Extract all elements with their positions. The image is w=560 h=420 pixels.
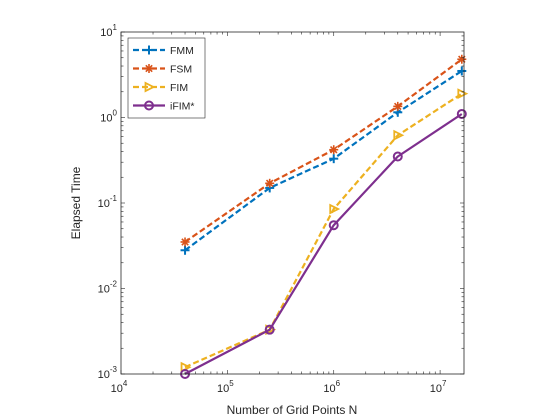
x-axis-label: Number of Grid Points N <box>227 403 358 417</box>
series-fsm <box>180 54 467 247</box>
legend-label: FSM <box>170 64 192 76</box>
x-tick-label: 105 <box>217 379 234 395</box>
data-point <box>456 108 467 119</box>
legend: FMM FSM FIM iFIM* <box>127 37 206 119</box>
data-point <box>180 237 190 247</box>
y-axis-label: Elapsed Time <box>69 166 83 239</box>
legend-label: iFIM* <box>170 101 195 113</box>
data-point <box>457 66 467 76</box>
legend-label: FMM <box>170 45 194 57</box>
data-point <box>393 101 403 111</box>
y-tick-labels: 10-3 10-2 10-1 100 101 <box>98 23 118 381</box>
legend-item: FMM <box>133 45 194 57</box>
y-tick-label: 10-3 <box>98 365 118 381</box>
series-line <box>184 92 463 369</box>
series-layer <box>180 54 469 379</box>
data-point <box>329 145 339 155</box>
x-tick-labels: 104 105 106 107 <box>111 379 447 395</box>
y-tick-label: 10-2 <box>98 280 118 296</box>
legend-item: FIM <box>133 81 188 94</box>
legend-label: FIM <box>170 82 188 94</box>
data-point <box>393 129 405 141</box>
legend-item: FSM <box>133 64 192 76</box>
y-tick-label: 101 <box>100 23 117 39</box>
legend-marker <box>144 100 154 111</box>
axes <box>120 31 465 375</box>
legend-item: iFIM* <box>133 100 195 113</box>
legend-marker <box>144 64 154 73</box>
data-point <box>329 203 341 215</box>
data-point <box>328 220 339 231</box>
x-tick-label: 107 <box>430 379 447 395</box>
series-line <box>184 113 463 375</box>
data-point <box>457 54 467 64</box>
series-ifim <box>180 108 467 379</box>
y-tick-label: 10-1 <box>98 194 118 210</box>
x-tick-label: 106 <box>323 379 340 395</box>
x-tick-label: 104 <box>111 379 128 395</box>
data-point <box>329 154 339 164</box>
series-fmm <box>180 66 467 255</box>
legend-marker <box>144 81 156 93</box>
data-point <box>264 324 275 335</box>
data-point <box>392 151 403 162</box>
data-point <box>180 245 190 255</box>
data-point <box>265 178 275 188</box>
y-tick-label: 100 <box>100 109 117 125</box>
legend-marker <box>144 45 154 55</box>
